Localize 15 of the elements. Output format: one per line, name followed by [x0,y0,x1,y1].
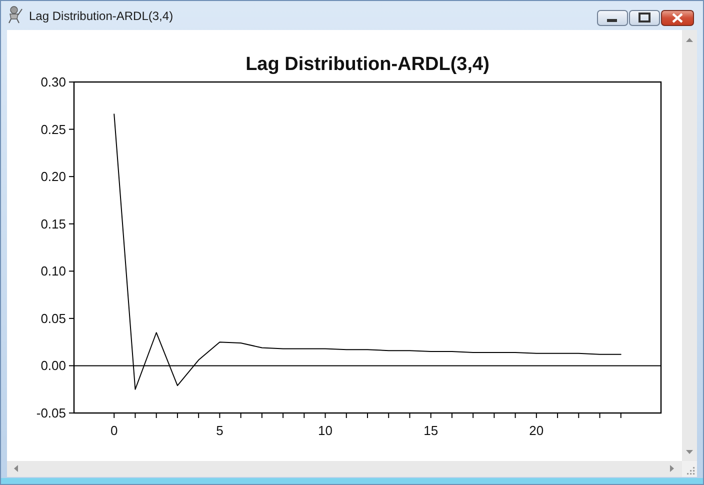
y-tick-label: 0.25 [40,122,66,137]
x-tick-label: 10 [318,423,333,438]
x-tick-label: 0 [110,423,118,438]
y-tick-label: 0.10 [40,264,66,279]
y-tick-label: -0.05 [36,406,66,420]
x-tick-label: 5 [216,423,224,438]
text: Lag Distribution-ARDL(3,4) [29,9,174,23]
y-tick-label: 0.15 [40,216,66,232]
x-tick-label: 15 [424,423,438,438]
y-tick-label: 0.00 [40,358,66,374]
y-tick-label: 0.30 [40,74,66,90]
x-tick-label: 20 [529,423,544,438]
chart-title: Lag Distribution-ARDL(3,4) [246,54,490,75]
y-tick-label: 0.05 [40,310,66,326]
y-tick-label: 0.20 [40,169,66,184]
